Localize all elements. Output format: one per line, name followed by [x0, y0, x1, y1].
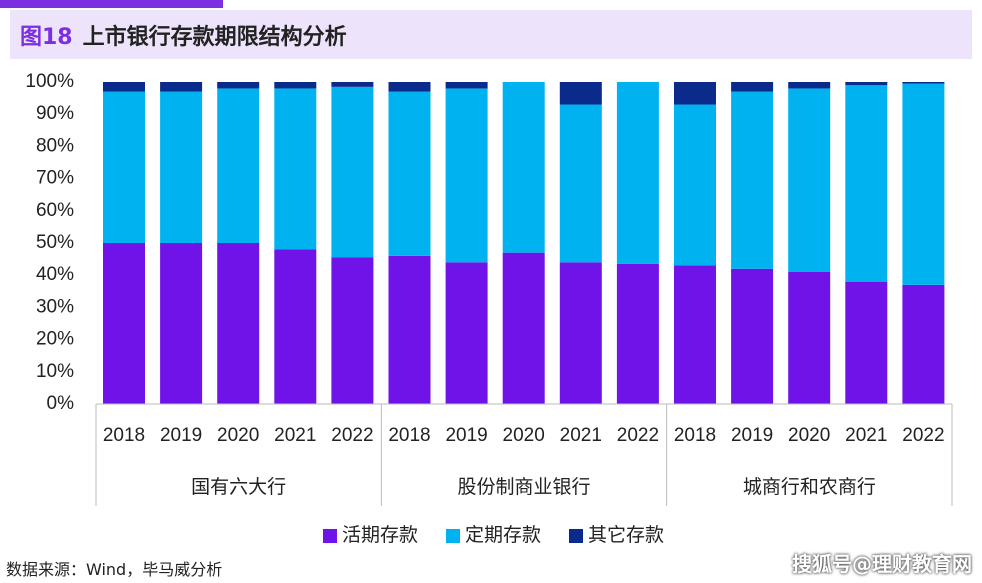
bar-segment-1 — [445, 262, 488, 404]
bar-segment-1 — [103, 243, 145, 404]
bar-segment-3 — [388, 82, 431, 92]
x-tick-label: 2022 — [331, 425, 373, 446]
y-tick-label: 100% — [25, 71, 74, 92]
x-tick-label: 2019 — [445, 425, 487, 446]
bar-segment-1 — [160, 243, 203, 404]
y-tick-label: 60% — [36, 200, 74, 221]
x-tick-label: 2018 — [103, 425, 145, 446]
bar-segment-1 — [502, 252, 545, 404]
bar-segment-1 — [616, 263, 659, 404]
legend-swatch — [569, 529, 583, 543]
x-tick-label: 2018 — [388, 425, 430, 446]
bar-segment-3 — [731, 82, 774, 92]
x-tick-label: 2022 — [902, 425, 944, 446]
bar-segment-1 — [331, 257, 374, 404]
bar-segment-1 — [388, 255, 431, 404]
bar-segment-2 — [674, 104, 716, 266]
bar-segment-3 — [445, 82, 488, 89]
x-tick-label: 2020 — [217, 425, 259, 446]
group-label: 国有六大行 — [191, 476, 286, 498]
x-tick-label: 2018 — [674, 425, 716, 446]
bar-segment-1 — [788, 271, 831, 404]
group-label: 城商行和农商行 — [743, 476, 876, 498]
bar-segment-1 — [217, 243, 260, 404]
bar-segment-2 — [274, 88, 317, 250]
title-bar: 图18 上市银行存款期限结构分析 — [10, 10, 972, 59]
bar-segment-2 — [616, 82, 659, 264]
x-tick-label: 2020 — [503, 425, 545, 446]
x-tick-label: 2019 — [731, 425, 773, 446]
y-tick-label: 70% — [36, 168, 74, 189]
bar-segment-3 — [103, 82, 145, 92]
y-tick-label: 50% — [36, 232, 74, 253]
bar-segment-2 — [160, 91, 203, 243]
bar-segment-3 — [788, 82, 831, 89]
legend-label: 其它存款 — [588, 524, 664, 546]
bar-segment-2 — [217, 88, 260, 243]
bar-segment-2 — [502, 82, 545, 253]
bar-segment-1 — [731, 268, 774, 404]
y-tick-label: 80% — [36, 135, 74, 156]
y-tick-label: 30% — [36, 296, 74, 317]
y-tick-label: 90% — [36, 103, 74, 124]
y-tick-label: 10% — [36, 361, 74, 382]
bar-segment-3 — [559, 82, 602, 105]
bar-segment-2 — [331, 86, 374, 258]
y-tick-label: 20% — [36, 329, 74, 350]
bar-segment-1 — [559, 262, 602, 404]
bar-segment-2 — [902, 83, 945, 285]
y-tick-label: 0% — [47, 393, 75, 414]
bar-segment-2 — [788, 88, 831, 272]
bar-segment-2 — [103, 91, 145, 243]
legend-swatch — [446, 529, 460, 543]
x-tick-label: 2021 — [274, 425, 316, 446]
bar-segment-2 — [445, 88, 488, 263]
watermark-text: 搜狐号@理财教育网 — [792, 552, 972, 576]
bar-segment-2 — [731, 91, 774, 269]
bar-segment-3 — [274, 82, 317, 89]
source-note: 数据来源：Wind，毕马威分析 — [6, 560, 223, 579]
bar-segment-1 — [845, 281, 888, 404]
bar-segment-3 — [160, 82, 203, 92]
legend-label: 活期存款 — [342, 524, 418, 546]
x-tick-label: 2021 — [560, 425, 602, 446]
bar-segment-3 — [217, 82, 260, 89]
x-tick-label: 2021 — [845, 425, 887, 446]
x-tick-label: 2019 — [160, 425, 202, 446]
stacked-bar-chart: 0% 10% 20% 30% 40% 50% 60% 70% 80% 90% 100% 2018 201… — [25, 71, 953, 546]
x-tick-label: 2022 — [617, 425, 659, 446]
bar-segment-3 — [331, 82, 374, 87]
bar-segment-1 — [274, 249, 317, 404]
top-accent-bar — [0, 0, 223, 8]
bar-segment-2 — [559, 104, 602, 263]
figure-title: 上市银行存款期限结构分析 — [82, 24, 347, 50]
y-tick-label: 40% — [36, 264, 74, 285]
figure-number: 图18 — [20, 24, 73, 50]
x-tick-label: 2020 — [788, 425, 830, 446]
bar-segment-2 — [845, 85, 888, 282]
group-label: 股份制商业银行 — [457, 476, 590, 498]
bar-segment-1 — [902, 284, 945, 404]
bar-segment-3 — [845, 82, 888, 86]
bar-segment-3 — [674, 82, 716, 105]
bar-segment-1 — [674, 265, 716, 404]
bar-segment-2 — [388, 91, 431, 256]
legend-swatch — [323, 529, 337, 543]
legend-label: 定期存款 — [465, 524, 541, 546]
bar-segment-3 — [902, 82, 945, 84]
